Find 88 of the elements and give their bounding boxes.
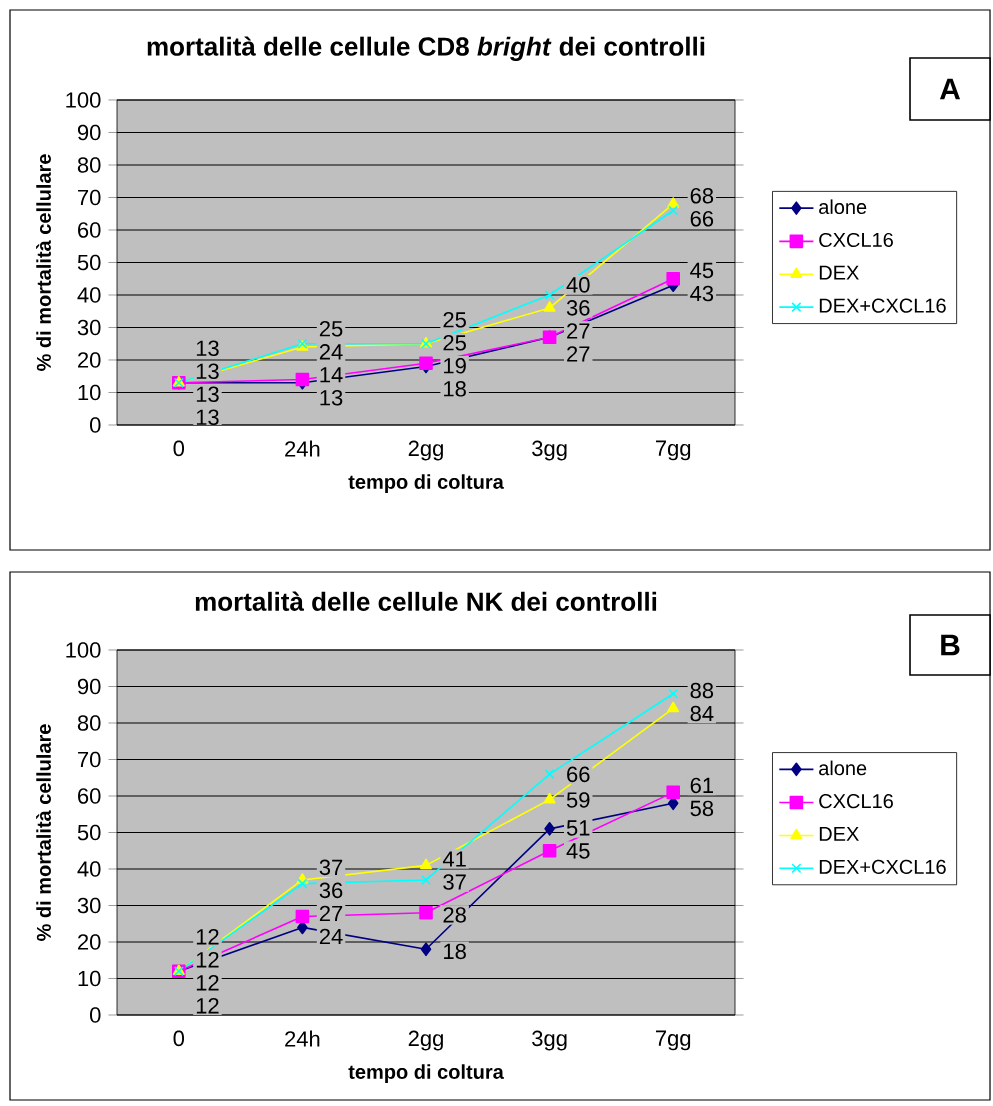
- y-tick-label: 70: [78, 751, 101, 768]
- x-tick-label: 7gg: [655, 1030, 691, 1051]
- y-tick-label: 100: [66, 92, 101, 108]
- x-tick-label: 0: [173, 440, 185, 457]
- data-label: 18: [444, 381, 466, 397]
- data-label: 66: [690, 210, 714, 227]
- y-tick-label: 0: [90, 1007, 101, 1023]
- legend-label: CXCL16: [819, 232, 893, 248]
- x-tick-label: 3gg: [532, 1030, 567, 1051]
- data-label: 36: [319, 882, 343, 899]
- legend-label: alone: [819, 760, 867, 776]
- x-tick-label: 2gg: [408, 440, 443, 461]
- y-tick-label: 100: [66, 642, 101, 658]
- data-label: 13: [320, 389, 343, 406]
- data-label: 27: [567, 323, 590, 339]
- data-label: 88: [690, 682, 714, 699]
- y-tick-label: 0: [90, 417, 101, 433]
- data-label: 61: [690, 777, 714, 794]
- legend-label: DEX+CXCL16: [819, 859, 946, 874]
- y-tick-label: 20: [78, 352, 101, 368]
- y-tick-label: 30: [77, 319, 101, 336]
- text: A: [939, 78, 961, 100]
- x-axis-title: tempo di coltura: [348, 1064, 504, 1083]
- chart-title: mortalità delle cellule NK dei controlli: [195, 591, 657, 611]
- data-label: 37: [319, 859, 343, 876]
- data-label: 37: [443, 874, 466, 890]
- legend-label: DEX: [819, 265, 859, 280]
- x-tick-label: 0: [173, 1030, 185, 1047]
- y-tick-label: 50: [77, 254, 101, 271]
- data-label: 58: [690, 800, 714, 817]
- data-label: 13: [196, 363, 219, 380]
- x-tick-label: 7gg: [655, 440, 691, 461]
- x-tick-label: 24h: [285, 440, 320, 457]
- data-label: 66: [567, 766, 590, 783]
- data-label: 27: [319, 905, 343, 922]
- data-label: 45: [566, 843, 590, 859]
- y-tick-label: 20: [78, 934, 101, 950]
- y-tick-label: 40: [77, 287, 101, 303]
- data-label: 13: [196, 409, 219, 426]
- data-label: 51: [566, 820, 590, 836]
- y-tick-label: 80: [77, 157, 101, 173]
- x-tick-label: 2gg: [408, 1030, 443, 1051]
- data-label: 18: [444, 943, 466, 960]
- y-tick-label: 10: [78, 970, 101, 987]
- y-tick-label: 60: [78, 788, 101, 804]
- data-label: 43: [690, 285, 714, 302]
- data-label: 13: [196, 340, 219, 357]
- data-label: 27: [567, 346, 590, 362]
- data-label: 25: [319, 320, 343, 337]
- y-axis-title: % di mortalità cellulare: [36, 154, 51, 371]
- y-axis-title: % di mortalità cellulare: [36, 724, 51, 941]
- data-label: 25: [443, 335, 466, 351]
- data-label: 40: [566, 277, 590, 293]
- legend-label: DEX: [819, 827, 859, 841]
- y-tick-label: 90: [77, 124, 101, 141]
- x-axis-title: tempo di coltura: [348, 474, 504, 493]
- data-label: 12: [196, 975, 219, 991]
- legend-label: DEX+CXCL16: [819, 298, 946, 313]
- data-label: 24: [319, 344, 343, 360]
- data-label: 41: [442, 851, 466, 867]
- y-tick-label: 10: [78, 384, 101, 401]
- data-label: 24: [319, 928, 343, 945]
- y-tick-label: 30: [77, 897, 101, 914]
- y-tick-label: 60: [78, 222, 101, 238]
- data-label: 12: [196, 952, 219, 968]
- y-tick-label: 80: [77, 715, 101, 731]
- x-tick-label: 24h: [285, 1030, 320, 1047]
- data-label: 13: [196, 386, 219, 403]
- y-tick-label: 50: [77, 824, 101, 841]
- data-label: 59: [566, 792, 590, 808]
- data-label: 28: [443, 907, 466, 923]
- data-label: 84: [690, 705, 714, 722]
- y-tick-label: 70: [78, 189, 101, 206]
- chart-title: mortalità delle cellule CD8 bright dei controlli: [147, 36, 705, 61]
- data-label: 12: [196, 998, 219, 1014]
- data-label: 14: [320, 367, 343, 383]
- data-label: 25: [443, 312, 466, 328]
- y-tick-label: 40: [77, 861, 101, 877]
- data-label: 45: [690, 262, 714, 279]
- x-tick-label: 3gg: [532, 440, 567, 461]
- legend-label: CXCL16: [819, 794, 893, 809]
- data-label: 36: [566, 300, 590, 316]
- y-tick-label: 90: [77, 678, 101, 695]
- text: B: [941, 634, 960, 656]
- data-label: 68: [690, 187, 714, 204]
- data-label: 19: [444, 358, 466, 374]
- legend-label: alone: [819, 199, 867, 215]
- data-label: 12: [196, 929, 219, 945]
